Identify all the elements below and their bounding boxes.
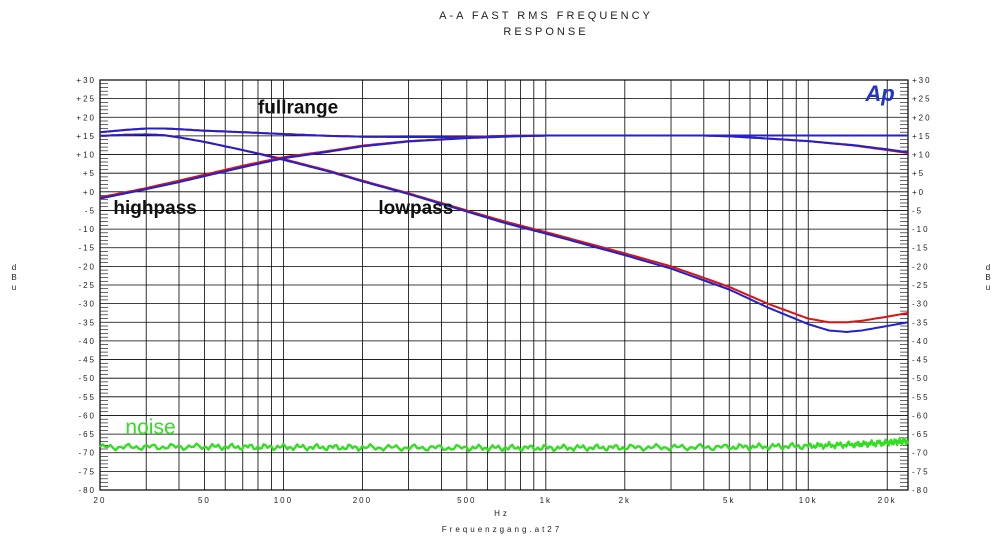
series-line-lowpass xyxy=(99,133,909,333)
y-tick-label-right: -60 xyxy=(912,411,930,420)
y-tick-label-left: -70 xyxy=(78,449,96,458)
y-tick-label-right: -70 xyxy=(912,449,930,458)
y-tick-label-right: -25 xyxy=(912,281,930,290)
y-tick-label-left: +15 xyxy=(76,132,96,141)
y-tick-label-right: -50 xyxy=(912,374,930,383)
y-axis-label-letter: u xyxy=(12,283,16,292)
y-tick-label-left: +5 xyxy=(83,169,96,178)
series-line-fullrange xyxy=(99,127,909,154)
x-tick-label: 2k xyxy=(619,496,631,505)
y-axis-label-letter: d xyxy=(12,263,16,272)
y-tick-label-left: -25 xyxy=(78,281,96,290)
x-axis-label: Hz xyxy=(494,509,510,518)
x-tick-label: 100 xyxy=(274,496,293,505)
y-tick-label-left: -35 xyxy=(78,318,96,327)
y-tick-label-right: -75 xyxy=(912,467,930,476)
y-tick-label-left: -30 xyxy=(78,300,96,309)
x-tick-label: 200 xyxy=(353,496,372,505)
y-tick-label-left: -75 xyxy=(78,467,96,476)
y-tick-label-left: -80 xyxy=(78,486,96,495)
annotation-highpass: highpass xyxy=(113,198,196,219)
footer-filename: Frequenzgang.at27 xyxy=(442,525,562,534)
y-tick-label-left: -20 xyxy=(78,262,96,271)
y-tick-label-right: +0 xyxy=(912,188,925,197)
x-tick-label: 10k xyxy=(799,496,818,505)
series-line-lowpass xyxy=(99,133,909,324)
plot-grid xyxy=(99,79,909,491)
y-tick-label-right: +25 xyxy=(912,95,932,104)
y-tick-label-left: -65 xyxy=(78,430,96,439)
y-tick-label-right: -45 xyxy=(912,356,930,365)
y-tick-label-right: +10 xyxy=(912,151,932,160)
x-tick-label: 1k xyxy=(540,496,552,505)
y-tick-label-right: -40 xyxy=(912,337,930,346)
x-tick-label: 50 xyxy=(198,496,211,505)
y-axis-label-letter: B xyxy=(11,273,16,282)
y-axis-label-letter: B xyxy=(985,273,990,282)
y-axis-label-left: dBu xyxy=(11,263,16,292)
series-line-highpass xyxy=(99,134,908,200)
x-tick-label: 5k xyxy=(723,496,735,505)
y-tick-label-left: +25 xyxy=(76,95,96,104)
y-tick-label-left: -50 xyxy=(78,374,96,383)
y-tick-label-right: -80 xyxy=(912,486,930,495)
x-tick-label: 500 xyxy=(457,496,476,505)
y-tick-label-left: -55 xyxy=(78,393,96,402)
y-tick-label-right: -5 xyxy=(912,206,923,215)
chart-title-line-2: RESPONSE xyxy=(503,26,588,38)
axis-ticks xyxy=(100,83,908,487)
y-tick-label-right: +30 xyxy=(912,76,932,85)
y-tick-label-right: +15 xyxy=(912,132,932,141)
annotation-lowpass: lowpass xyxy=(378,198,453,219)
y-tick-label-right: -35 xyxy=(912,318,930,327)
x-tick-label: 20 xyxy=(94,496,107,505)
y-tick-label-right: -65 xyxy=(912,430,930,439)
series-line-noise xyxy=(99,437,910,453)
y-tick-label-left: -40 xyxy=(78,337,96,346)
y-tick-label-right: -15 xyxy=(912,244,930,253)
y-axis-label-letter: d xyxy=(986,263,990,272)
y-tick-labels-left: +30 +25 +20 +15 +10 +5 +0 -5 -10 -15 -20 -25 -30 -35 -… xyxy=(76,76,96,495)
y-tick-label-right: -20 xyxy=(912,262,930,271)
x-tick-labels: 20 50 100 200 500 1k 2k 5k 10k 20k xyxy=(94,496,897,505)
curve-annotations: fullrange highpass lowpass noise xyxy=(113,98,453,440)
annotation-noise: noise xyxy=(125,416,175,439)
y-tick-label-left: -60 xyxy=(78,411,96,420)
y-tick-label-left: -15 xyxy=(78,244,96,253)
y-tick-label-left: +20 xyxy=(76,113,96,122)
y-tick-label-right: -55 xyxy=(912,393,930,402)
x-tick-label: 20k xyxy=(878,496,897,505)
y-tick-label-left: +0 xyxy=(83,188,96,197)
y-axis-label-right: dBu xyxy=(985,263,990,292)
y-tick-label-left: +10 xyxy=(76,151,96,160)
logo-mark: Ap xyxy=(864,81,894,106)
y-axis-label-letter: u xyxy=(986,283,990,292)
y-tick-label-right: -30 xyxy=(912,300,930,309)
annotation-fullrange: fullrange xyxy=(258,98,338,119)
y-tick-label-right: +20 xyxy=(912,113,932,122)
y-tick-label-left: -45 xyxy=(78,356,96,365)
y-tick-label-left: +30 xyxy=(76,76,96,85)
y-tick-labels-right: +30 +25 +20 +15 +10 +5 +0 -5 -10 -15 -20 -25 -30 -35 -… xyxy=(912,76,932,495)
y-tick-label-right: -10 xyxy=(912,225,930,234)
series-lines xyxy=(99,127,910,453)
y-tick-label-right: +5 xyxy=(912,169,925,178)
y-tick-label-left: -5 xyxy=(85,206,96,215)
chart-title-line-1: A-A FAST RMS FREQUENCY xyxy=(439,10,653,22)
y-tick-label-left: -10 xyxy=(78,225,96,234)
